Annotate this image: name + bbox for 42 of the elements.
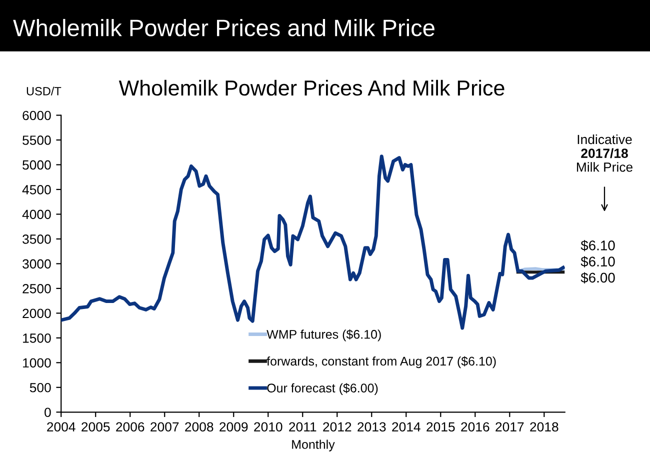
y-tick-label: 1000 — [23, 358, 51, 368]
text: $6.00 — [580, 272, 615, 284]
y-tick-label: 5500 — [22, 136, 51, 145]
y-tick-label: 3000 — [22, 259, 51, 269]
legend-label: forwards, constant from Aug 2017 ($6.10) — [266, 356, 496, 368]
y-tick-label: 500 — [30, 382, 51, 392]
x-tick-label: 2004 — [47, 422, 76, 432]
x-tick-label: 2009 — [220, 422, 248, 432]
x-tick-label: 2011 — [289, 422, 316, 432]
y-tick-label: 0 — [44, 408, 51, 418]
legend-label: Our forecast ($6.00) — [267, 383, 378, 395]
x-tick-label: 2006 — [116, 422, 144, 432]
x-tick-label: 2005 — [82, 422, 110, 432]
text: $6.10 — [580, 256, 615, 268]
y-tick-label: 5000 — [22, 160, 51, 170]
x-tick-label: 2010 — [254, 422, 282, 432]
y-tick-label: 4000 — [22, 210, 51, 220]
chart-subtitle: Wholemilk Powder Prices And Milk Price — [118, 80, 504, 96]
y-tick-label: 2000 — [22, 308, 51, 318]
y-tick-label: 6000 — [22, 110, 51, 120]
x-tick-label: 2007 — [150, 422, 179, 432]
chart-title: Wholemilk Powder Prices and Milk Price — [13, 18, 434, 36]
y-tick-label: 4500 — [22, 185, 51, 194]
text: Milk Price — [576, 162, 633, 172]
x-axis-title: Monthly — [292, 440, 335, 452]
x-tick-label: 2014 — [392, 422, 420, 432]
text: 2017/18 — [581, 148, 628, 158]
x-tick-label: 2018 — [530, 422, 558, 432]
text: $6.10 — [580, 240, 615, 252]
line-series — [61, 154, 565, 330]
x-tick-label: 2008 — [185, 422, 214, 432]
x-tick-label: 2015 — [426, 422, 455, 432]
x-tick-label: 2012 — [323, 422, 352, 432]
y-axis-title: USD/T — [26, 86, 62, 96]
x-tick-label: 2013 — [358, 422, 386, 432]
text: Indicative — [578, 134, 632, 144]
legend-label: WMP futures ($6.10) — [266, 329, 381, 342]
x-tick-label: 2017 — [496, 422, 524, 432]
y-tick-label: 2500 — [22, 284, 51, 294]
y-tick-label: 1500 — [23, 333, 51, 343]
x-tick-label: 2016 — [461, 422, 490, 432]
y-tick-label: 3500 — [22, 234, 51, 244]
